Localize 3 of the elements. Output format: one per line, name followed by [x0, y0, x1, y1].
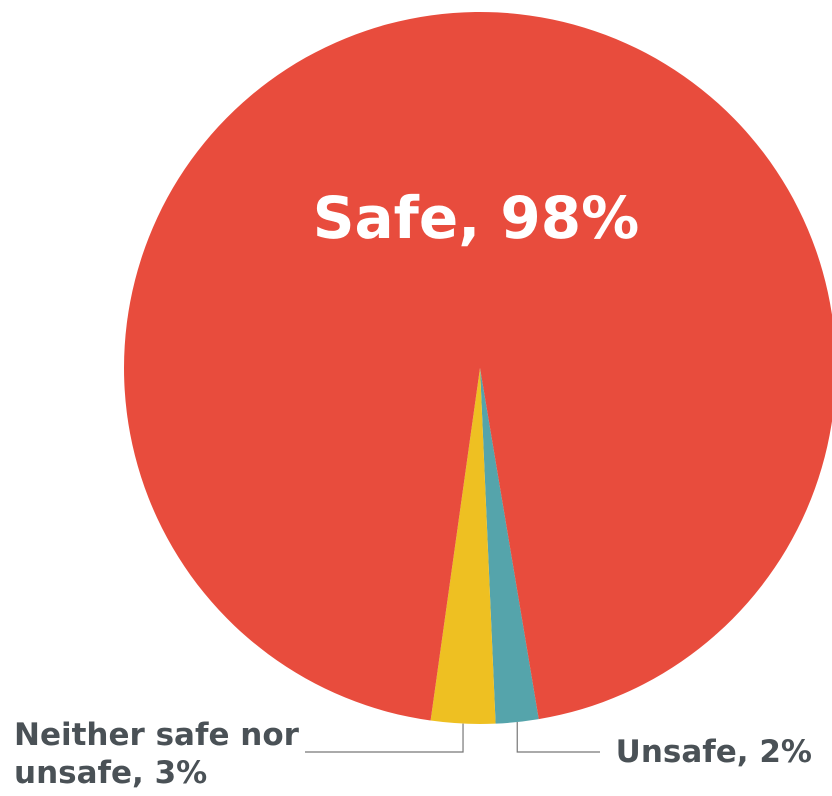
slice-label: Unsafe, 2% — [616, 734, 812, 770]
slice-label: Neither safe nor unsafe, 3% — [14, 717, 300, 791]
slice-label: Safe, 98% — [312, 184, 640, 252]
